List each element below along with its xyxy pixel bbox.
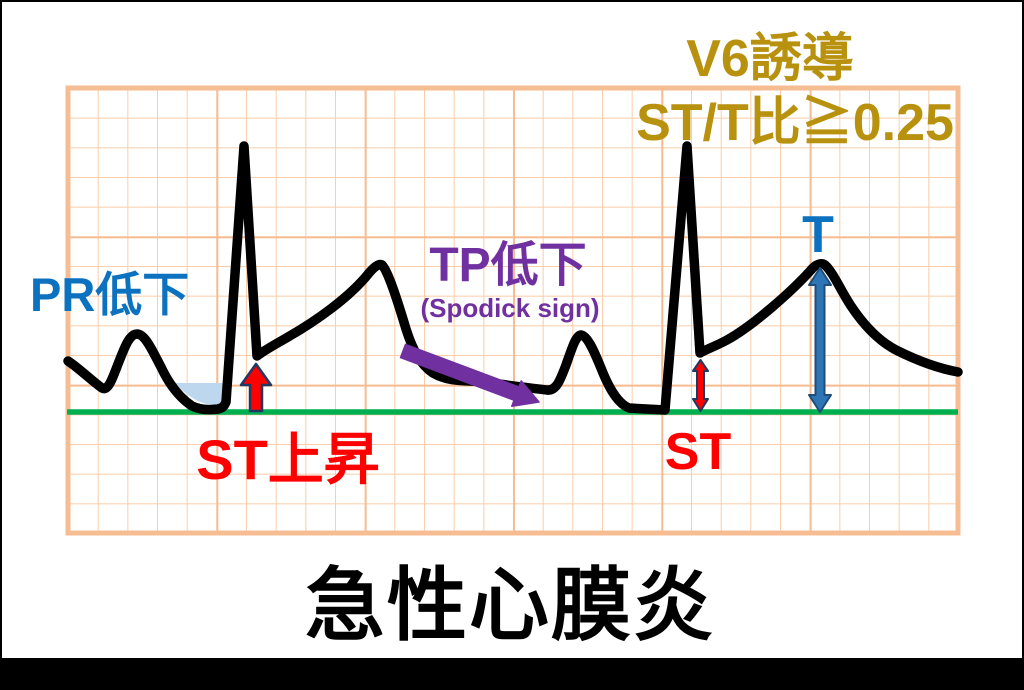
pr-depression-pool (175, 383, 225, 406)
v6-lead-label: V6誘導 (686, 30, 854, 88)
t-label: T (802, 206, 834, 264)
st-measure-arrow (692, 359, 709, 412)
ecg-waveform (63, 141, 963, 415)
tp-slope-arrow (399, 343, 540, 407)
ecg-diagram: V6誘導 ST/T比≧0.25 PR低下 TP低下 (Spodick sign)… (30, 30, 963, 650)
stt-ratio-label: ST/T比≧0.25 (636, 94, 954, 152)
t-measure-arrow (808, 267, 832, 413)
ecg-diagram-canvas: V6誘導 ST/T比≧0.25 PR低下 TP低下 (Spodick sign)… (2, 2, 1022, 658)
ecg-grid-border (65, 85, 961, 536)
tp-depression-label: TP低下 (429, 239, 586, 292)
spodick-sign-label: (Spodick sign) (420, 293, 599, 323)
st-label: ST (665, 423, 732, 481)
ecg-grid-major (68, 88, 958, 533)
diagram-title: 急性心膜炎 (305, 561, 715, 650)
st-elevation-arrow (239, 362, 273, 413)
pr-depression-label: PR低下 (30, 268, 189, 321)
st-elevation-label: ST上昇 (196, 428, 380, 491)
bottom-black-bar (0, 658, 1024, 690)
